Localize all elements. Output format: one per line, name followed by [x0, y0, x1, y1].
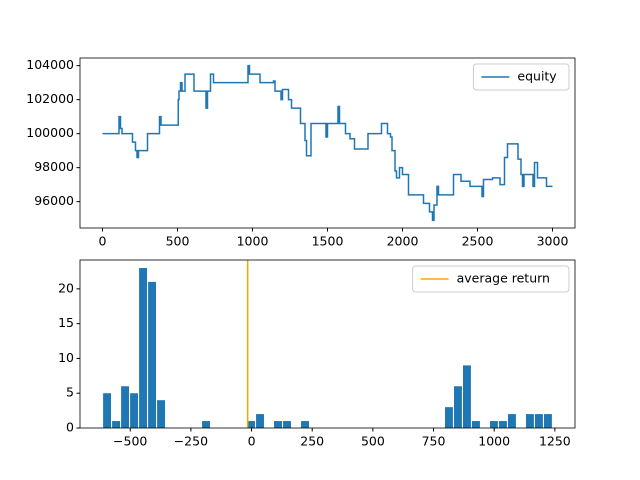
x-tick-label: 0	[248, 434, 256, 449]
legend-box	[472, 63, 570, 91]
x-tick-label: 1250	[539, 434, 571, 449]
hist-bar	[202, 421, 210, 428]
x-tick-label: −250	[174, 434, 208, 449]
hist-bar	[498, 421, 507, 428]
hist-bar	[471, 421, 480, 428]
hist-bar	[121, 386, 130, 428]
hist-bar	[103, 393, 112, 428]
hist-bar	[454, 386, 462, 428]
legend-box	[412, 265, 570, 293]
y-tick-label: 102000	[26, 91, 74, 106]
y-tick-label: 96000	[34, 193, 74, 208]
x-tick-label: 2000	[387, 234, 419, 249]
x-tick-label: 1000	[237, 234, 269, 249]
hist-bar	[534, 414, 543, 428]
hist-bar	[543, 414, 552, 428]
y-tick-label: 98000	[34, 159, 74, 174]
x-tick-label: 500	[166, 234, 190, 249]
axes-frame	[79, 57, 576, 229]
hist-bar	[463, 365, 471, 428]
y-tick-label: 15	[58, 315, 74, 330]
hist-bar	[130, 393, 139, 428]
y-tick-label: 20	[58, 280, 74, 295]
x-tick-label: 0	[99, 234, 107, 249]
y-tick-label: 10	[58, 350, 74, 365]
hist-bar	[247, 421, 255, 428]
hist-bar	[507, 414, 516, 428]
axes-frame	[79, 259, 576, 429]
x-tick-label: 1000	[478, 434, 510, 449]
hist-bar	[274, 421, 282, 428]
x-tick-label: 2500	[462, 234, 494, 249]
x-tick-label: 250	[300, 434, 324, 449]
hist-bar	[489, 421, 498, 428]
hist-bar	[283, 421, 291, 428]
hist-bar	[445, 407, 453, 428]
x-tick-label: 750	[422, 434, 446, 449]
x-tick-label: 3000	[537, 234, 569, 249]
y-tick-label: 104000	[26, 57, 74, 72]
x-tick-label: 500	[361, 434, 385, 449]
hist-bar	[525, 414, 534, 428]
x-tick-label: −500	[113, 434, 147, 449]
hist-bar	[139, 268, 148, 428]
y-tick-label: 5	[66, 385, 74, 400]
hist-bar	[256, 414, 264, 428]
hist-bar	[157, 400, 166, 428]
legend-label: equity	[517, 69, 557, 84]
equity-line	[102, 64, 553, 222]
hist-bar	[301, 421, 309, 428]
legend-label: average return	[457, 271, 550, 286]
x-tick-label: 1500	[312, 234, 344, 249]
y-tick-label: 100000	[26, 125, 74, 140]
hist-bar	[112, 421, 121, 428]
y-tick-label: 0	[66, 420, 74, 435]
hist-bar	[148, 281, 157, 428]
